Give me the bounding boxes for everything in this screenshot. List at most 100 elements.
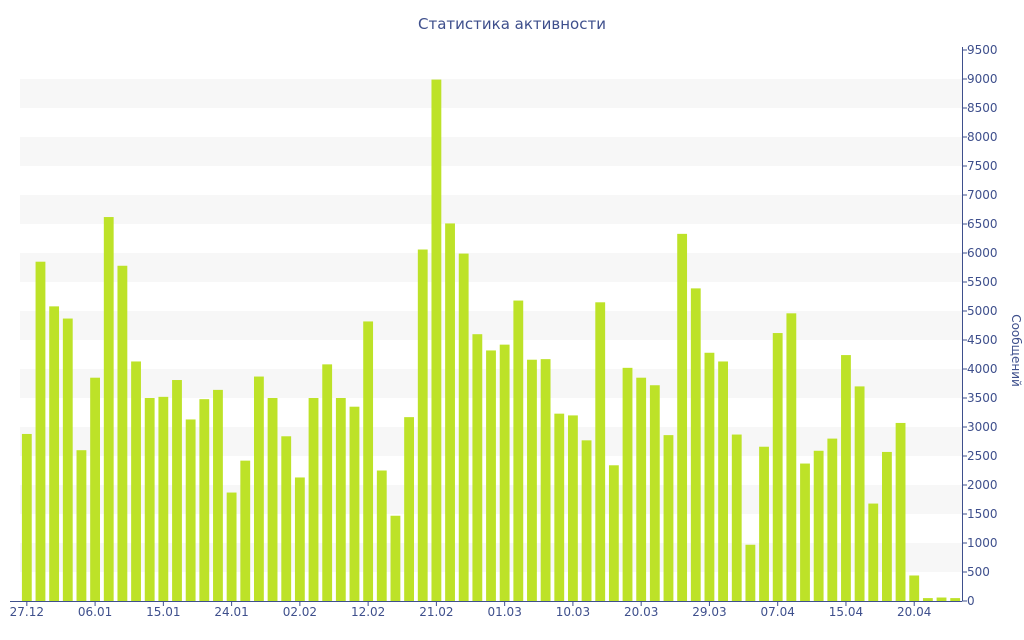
y-tick-label: 8500 bbox=[967, 101, 998, 115]
bar bbox=[731, 434, 742, 601]
bar bbox=[240, 460, 251, 601]
y-tick-label: 1000 bbox=[967, 536, 998, 550]
grid-band bbox=[20, 79, 962, 108]
bar bbox=[827, 438, 838, 601]
x-tick-label: 12.02 bbox=[351, 605, 385, 619]
bar bbox=[144, 398, 155, 601]
bar bbox=[581, 440, 592, 601]
y-tick-label: 1500 bbox=[967, 507, 998, 521]
bar bbox=[76, 450, 87, 601]
bar bbox=[718, 361, 729, 601]
bar bbox=[90, 377, 101, 601]
bar bbox=[704, 352, 715, 601]
bar bbox=[895, 422, 906, 601]
bar bbox=[622, 367, 633, 601]
bar bbox=[213, 389, 223, 601]
y-tick-label: 8000 bbox=[967, 130, 998, 144]
bar bbox=[363, 321, 374, 601]
x-tick-label: 24.01 bbox=[214, 605, 248, 619]
bar bbox=[253, 376, 264, 601]
bar bbox=[800, 463, 810, 601]
bar bbox=[527, 359, 537, 601]
x-tick-label: 15.01 bbox=[146, 605, 180, 619]
bar bbox=[417, 249, 428, 601]
bar bbox=[567, 415, 578, 601]
bar bbox=[936, 597, 947, 601]
x-tick-label: 06.01 bbox=[78, 605, 112, 619]
bar bbox=[759, 446, 769, 601]
bar bbox=[513, 300, 524, 601]
bar bbox=[103, 217, 114, 602]
bar bbox=[745, 544, 756, 601]
x-tick-label: 20.04 bbox=[897, 605, 931, 619]
y-tick-label: 4000 bbox=[967, 362, 998, 376]
bar bbox=[349, 406, 360, 601]
y-tick-label: 6000 bbox=[967, 246, 998, 260]
bar bbox=[199, 399, 210, 601]
bar bbox=[540, 359, 551, 601]
grid-band bbox=[20, 253, 962, 282]
bar bbox=[677, 233, 688, 602]
x-tick-label: 21.02 bbox=[419, 605, 453, 619]
y-tick-label: 2000 bbox=[967, 478, 998, 492]
y-tick-label: 3000 bbox=[967, 420, 998, 434]
x-tick-label: 01.03 bbox=[487, 605, 521, 619]
x-tick-label: 07.04 bbox=[761, 605, 795, 619]
bar bbox=[649, 385, 660, 601]
bar bbox=[35, 261, 46, 601]
bar bbox=[226, 492, 237, 601]
bar bbox=[158, 396, 169, 601]
y-tick-label: 9500 bbox=[967, 43, 998, 57]
x-tick-label: 27.12 bbox=[10, 605, 44, 619]
bar bbox=[21, 433, 32, 601]
y-tick-label: 2500 bbox=[967, 449, 998, 463]
bar bbox=[431, 79, 442, 601]
x-tick-label: 20.03 bbox=[624, 605, 658, 619]
bar bbox=[854, 386, 865, 601]
bar bbox=[335, 398, 346, 601]
y-tick-label: 7000 bbox=[967, 188, 998, 202]
y-tick-label: 500 bbox=[967, 565, 990, 579]
y-tick-label: 4500 bbox=[967, 333, 998, 347]
bar bbox=[131, 361, 141, 601]
grid-band bbox=[20, 137, 962, 166]
bar bbox=[636, 377, 647, 601]
bar bbox=[690, 288, 701, 601]
bar bbox=[868, 503, 879, 601]
bar bbox=[62, 318, 73, 601]
bar bbox=[841, 355, 851, 601]
bar bbox=[458, 253, 469, 601]
bar bbox=[172, 380, 182, 601]
x-tick-label: 15.04 bbox=[829, 605, 863, 619]
bar bbox=[281, 436, 292, 601]
bar bbox=[322, 364, 333, 601]
bar bbox=[49, 306, 60, 601]
bar bbox=[950, 598, 961, 601]
grid-band bbox=[20, 195, 962, 224]
bar bbox=[813, 450, 824, 601]
bar bbox=[595, 302, 606, 601]
y-tick-label: 9000 bbox=[967, 72, 998, 86]
bar bbox=[404, 417, 415, 601]
bar bbox=[772, 333, 783, 601]
x-tick-label: 10.03 bbox=[556, 605, 590, 619]
bar bbox=[922, 598, 933, 601]
bar bbox=[608, 465, 619, 601]
bar bbox=[117, 265, 128, 601]
bar bbox=[499, 344, 510, 601]
bar bbox=[472, 334, 483, 601]
y-tick-label: 3500 bbox=[967, 391, 998, 405]
bar bbox=[663, 435, 674, 601]
bar bbox=[786, 313, 797, 601]
y-tick-label: 7500 bbox=[967, 159, 998, 173]
bar bbox=[308, 398, 319, 601]
x-tick-label: 02.02 bbox=[283, 605, 317, 619]
bar bbox=[376, 470, 387, 601]
bar bbox=[267, 398, 278, 601]
bar bbox=[486, 350, 496, 601]
bar bbox=[445, 223, 455, 602]
bar bbox=[881, 451, 892, 601]
chart-title: Статистика активности bbox=[418, 15, 606, 33]
